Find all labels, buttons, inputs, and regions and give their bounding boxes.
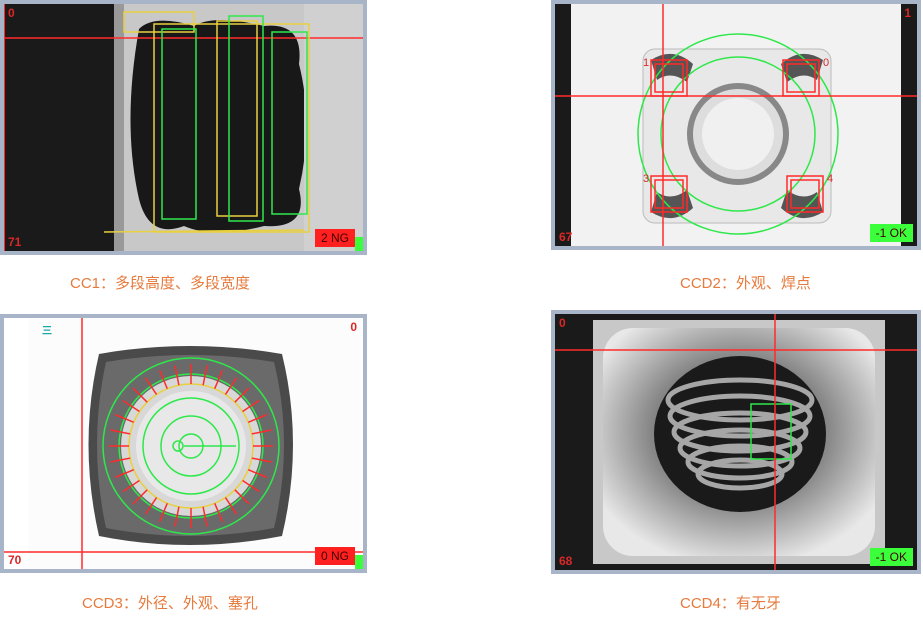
p4-status: -1 OK <box>870 548 913 566</box>
p2-status: -1 OK <box>870 224 913 242</box>
svg-text:1: 1 <box>643 57 649 69</box>
p1-bottom-left: 71 <box>8 235 21 249</box>
p1-tick <box>355 237 363 251</box>
ccd4-caption: CCD4：有无牙 <box>680 592 781 613</box>
p3-tick <box>355 555 363 569</box>
svg-text:0: 0 <box>823 57 829 69</box>
p3-status: 0 NG <box>315 547 355 565</box>
ccd1-svg <box>4 4 363 251</box>
ccd3-caption: CCD3：外径、外观、塞孔 <box>82 592 258 613</box>
ccd4-svg <box>555 314 917 570</box>
p3-top-right: 0 <box>350 320 357 334</box>
ccd2-view: 1 0 3 4 1 67 -1 OK <box>555 4 917 246</box>
p4-bottom-left: 68 <box>559 554 572 568</box>
ccd3-view: 三 0 70 0 NG <box>4 318 363 569</box>
p1-top-left: 0 <box>8 6 15 20</box>
ccd4-panel: 0 68 -1 OK <box>551 310 921 574</box>
ccd1-caption: CC1：多段高度、多段宽度 <box>70 272 250 293</box>
svg-text:3: 3 <box>643 173 649 185</box>
ccd2-panel: 1 0 3 4 1 67 -1 OK <box>551 0 921 250</box>
ccd1-view: 0 71 2 NG <box>4 4 363 251</box>
ccd4-view: 0 68 -1 OK <box>555 314 917 570</box>
p4-top-left: 0 <box>559 316 566 330</box>
ccd2-caption: CCD2：外观、焊点 <box>680 272 811 293</box>
p3-top-mark: 三 <box>42 322 52 337</box>
svg-text:4: 4 <box>827 173 833 185</box>
p2-bottom-left: 67 <box>559 230 572 244</box>
ccd1-panel: 0 71 2 NG <box>0 0 367 255</box>
p2-top-right: 1 <box>904 6 911 20</box>
ccd3-panel: 三 0 70 0 NG <box>0 314 367 573</box>
p3-bottom-left: 70 <box>8 553 21 567</box>
ccd3-svg <box>4 318 363 569</box>
p1-status: 2 NG <box>315 229 355 247</box>
ccd2-svg: 1 0 3 4 <box>555 4 917 246</box>
